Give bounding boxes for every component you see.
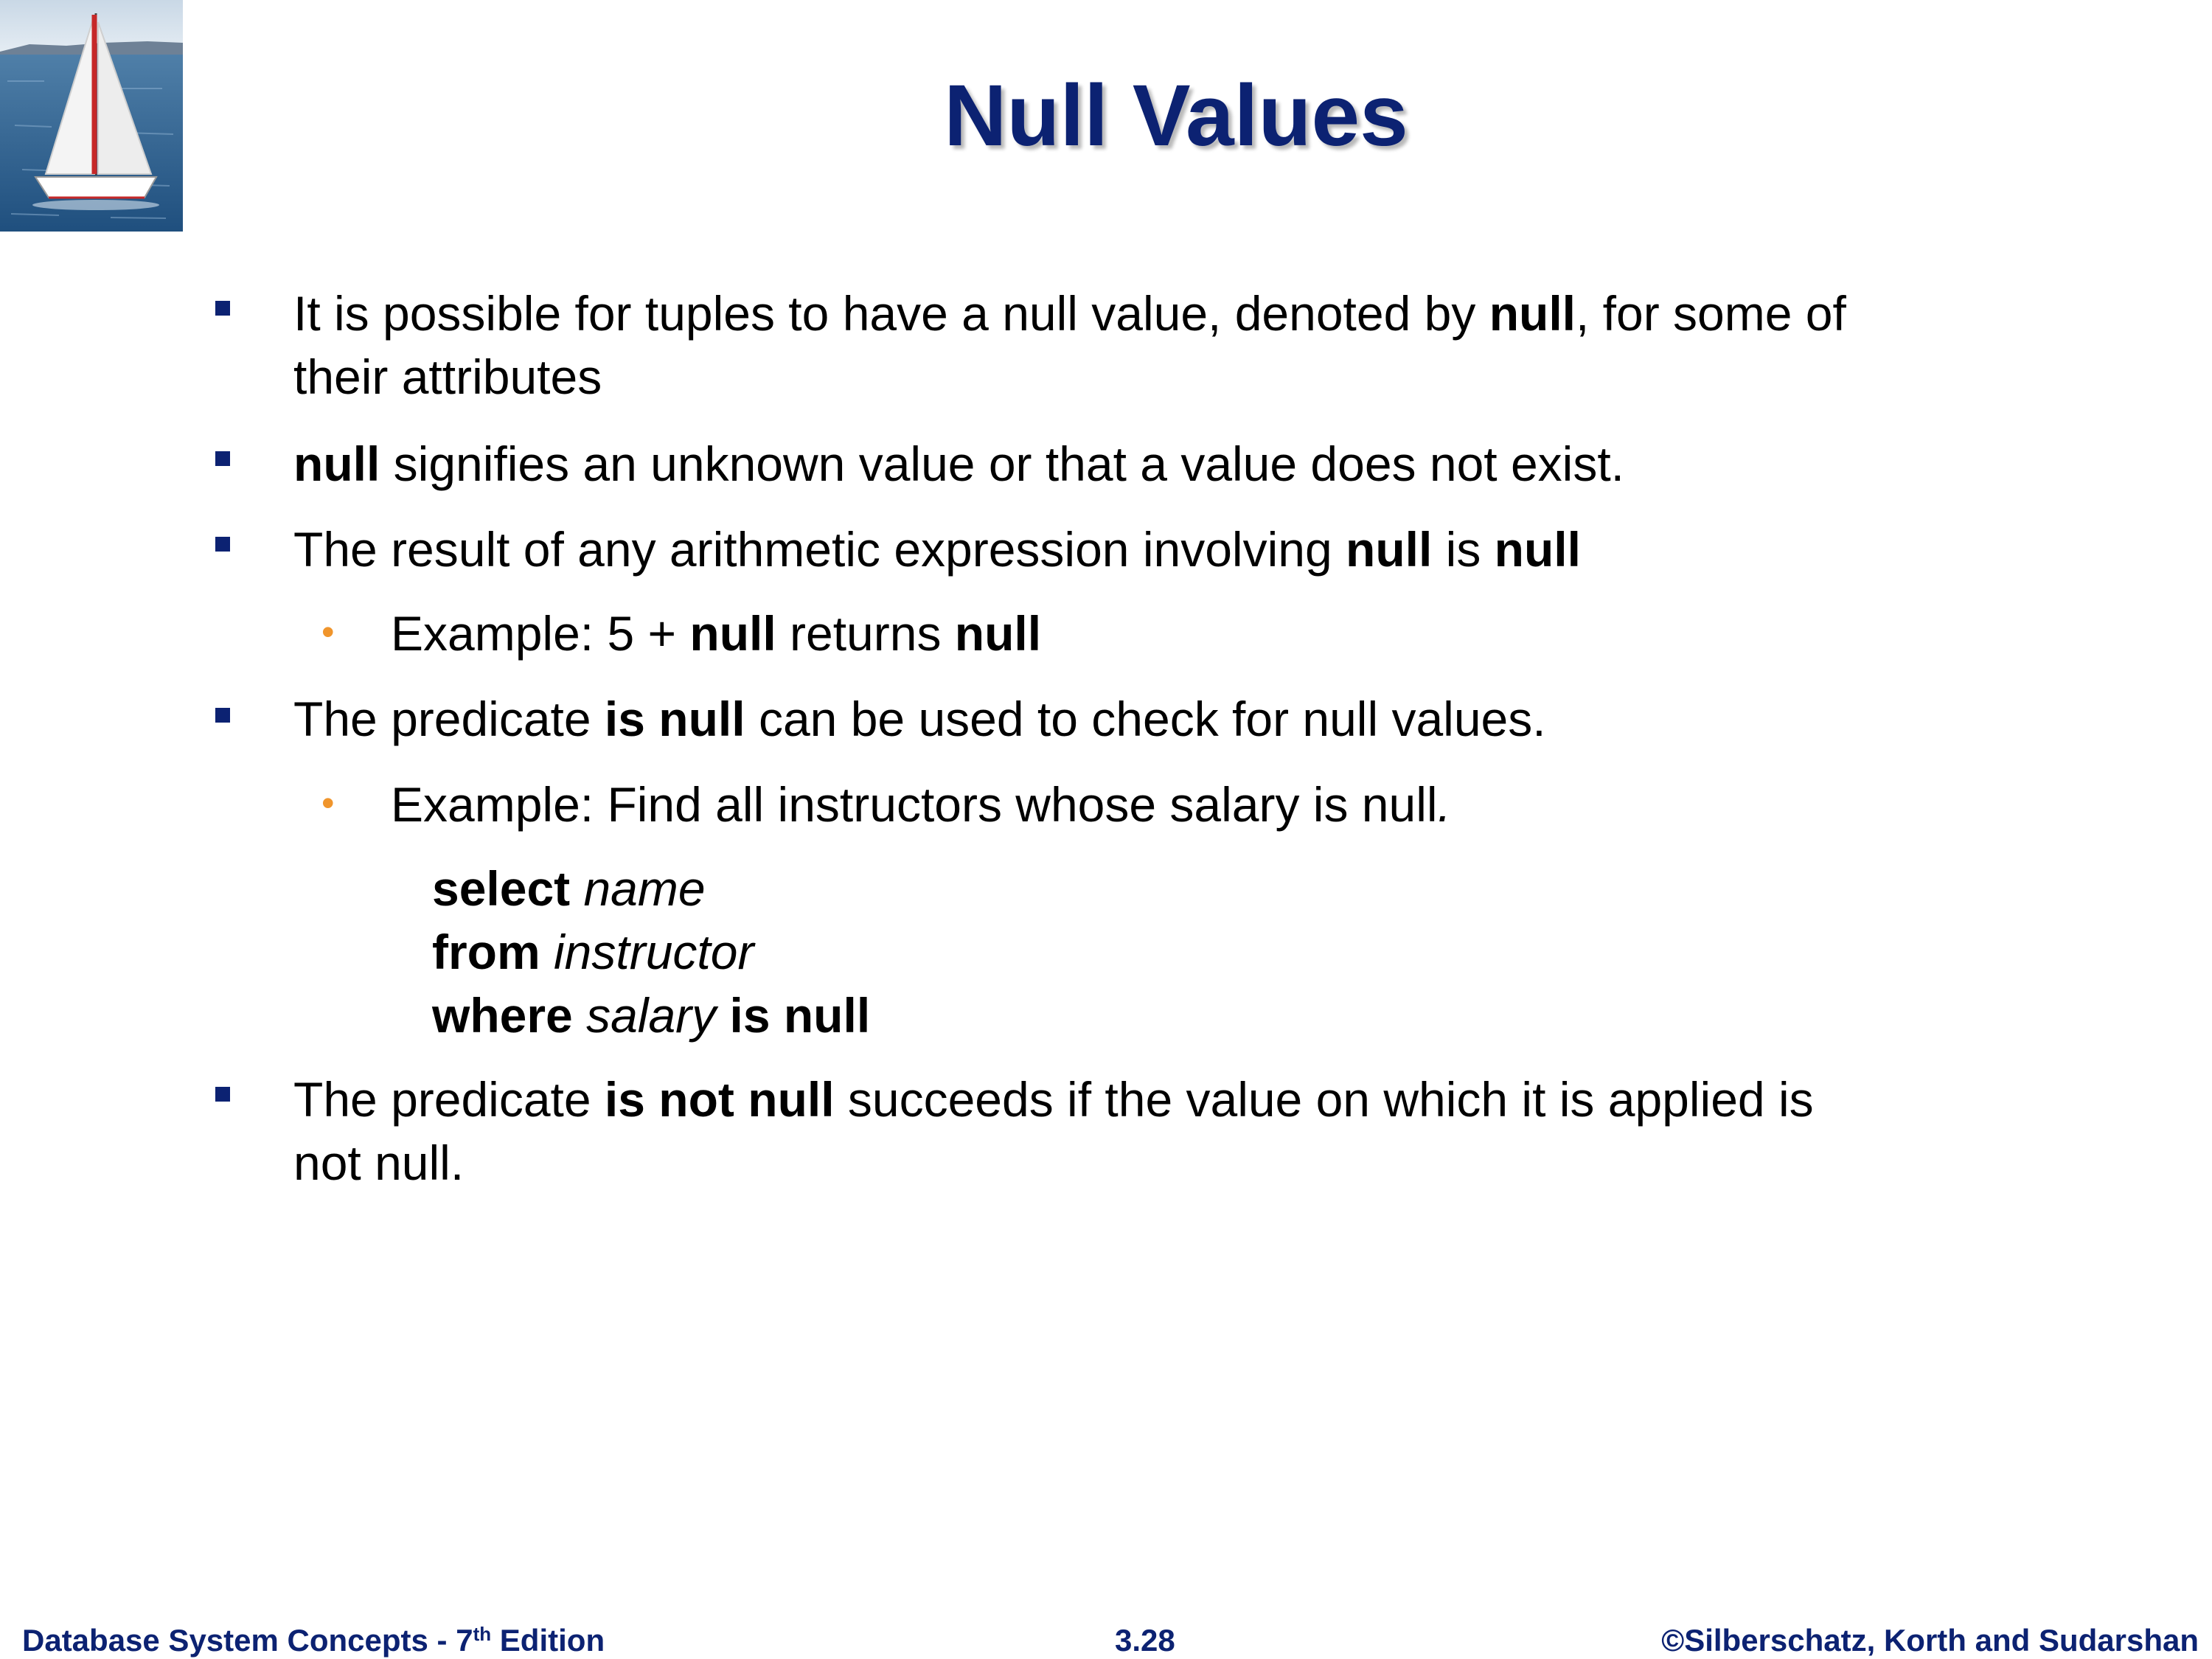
bullet-dot-icon: •: [321, 611, 335, 653]
bullet-square-icon: [215, 301, 230, 316]
bullet-1-line-2: their attributes: [293, 349, 602, 404]
sql-select-line: select name: [432, 861, 706, 916]
footer-page-number: 3.28: [1115, 1623, 1175, 1658]
sailboat-logo: [0, 0, 183, 232]
bullet-2: null signifies an unknown value or that …: [293, 437, 1625, 491]
bullet-square-icon: [215, 708, 230, 723]
bullet-square-icon: [215, 1087, 230, 1102]
bullet-3: The result of any arithmetic expression …: [293, 522, 1581, 577]
footer-book-title: Database System Concepts - 7th Edition: [22, 1623, 605, 1658]
sql-where-line: where salary is null: [432, 988, 871, 1043]
bullet-5-line-1: The predicate is not null succeeds if th…: [293, 1072, 1814, 1127]
footer-copyright: ©Silberschatz, Korth and Sudarshan: [1661, 1623, 2199, 1658]
bullet-square-icon: [215, 537, 230, 552]
sql-from-line: from instructor: [432, 925, 754, 979]
bullet-4: The predicate is null can be used to che…: [293, 692, 1546, 746]
bullet-square-icon: [215, 451, 230, 466]
slide-title: Null Values: [944, 67, 1408, 164]
bullet-4-example: Example: Find all instructors whose sala…: [391, 777, 1451, 832]
bullet-5-line-2: not null.: [293, 1135, 465, 1190]
bullet-1-line-1: It is possible for tuples to have a null…: [293, 286, 1846, 341]
bullet-3-example: Example: 5 + null returns null: [391, 606, 1042, 661]
bullet-dot-icon: •: [321, 782, 335, 824]
